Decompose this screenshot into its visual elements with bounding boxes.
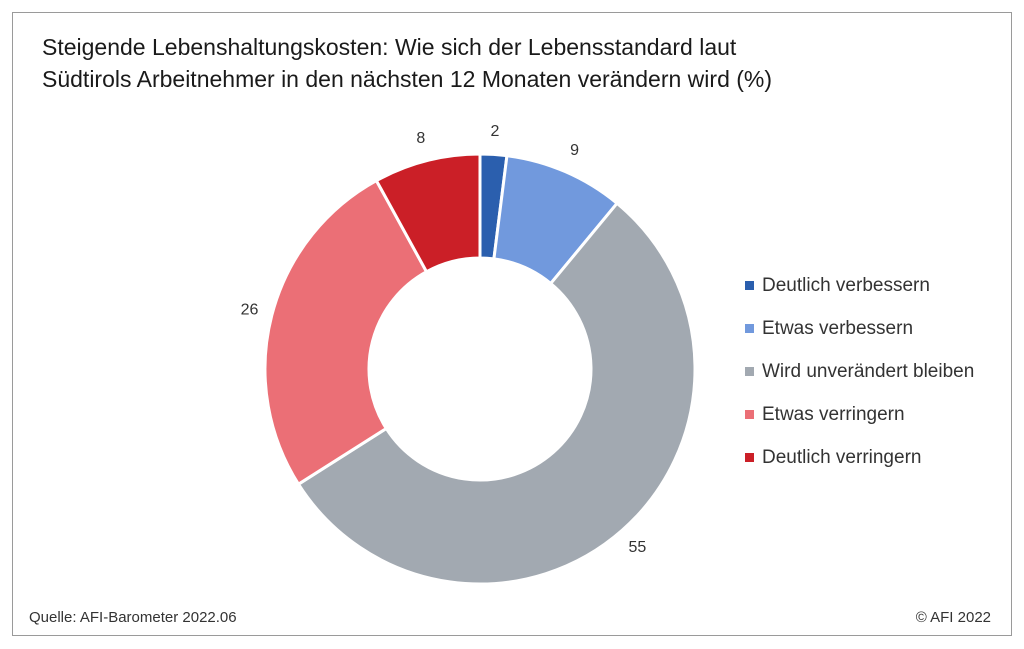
chart-title-line-1: Steigende Lebenshaltungskosten: Wie sich… [42,34,737,60]
value-label-etwas-verringern: 26 [241,301,259,318]
chart-frame [12,12,1012,636]
value-label-deutlich-verringern: 8 [416,130,425,147]
value-label-etwas-verbessern: 9 [570,142,579,159]
legend-swatch-unveraendert [745,367,754,376]
slice-etwas-verringern [263,179,429,486]
source-note: Quelle: AFI-Barometer 2022.06 [29,609,237,626]
value-label-unveraendert: 55 [628,539,646,556]
chart-legend: Deutlich verbessern Etwas verbessern Wir… [745,264,974,479]
legend-item-deutlich-verbessern: Deutlich verbessern [745,264,974,307]
legend-item-deutlich-verringern: Deutlich verringern [745,436,974,479]
chart-title: Steigende Lebenshaltungskosten: Wie sich… [42,31,772,95]
legend-item-etwas-verbessern: Etwas verbessern [745,307,974,350]
legend-label-etwas-verbessern: Etwas verbessern [762,317,914,339]
slice-unveraendert [296,201,697,586]
slice-deutlich-verringern [374,152,482,274]
legend-label-deutlich-verbessern: Deutlich verbessern [762,274,930,296]
legend-swatch-deutlich-verbessern [745,281,754,290]
legend-label-unveraendert: Wird unverändert bleiben [762,360,975,382]
copyright-note: © AFI 2022 [915,609,991,626]
legend-item-etwas-verringern: Etwas verringern [745,393,974,436]
value-label-deutlich-verbessern: 2 [490,123,499,140]
legend-item-unveraendert: Wird unverändert bleiben [745,350,974,393]
chart-title-line-2: Südtirols Arbeitnehmer in den nächsten 1… [42,66,773,92]
legend-swatch-etwas-verringern [745,410,754,419]
legend-swatch-deutlich-verringern [745,453,754,462]
legend-label-etwas-verringern: Etwas verringern [762,403,905,425]
legend-label-deutlich-verringern: Deutlich verringern [762,446,922,468]
legend-swatch-etwas-verbessern [745,324,754,333]
